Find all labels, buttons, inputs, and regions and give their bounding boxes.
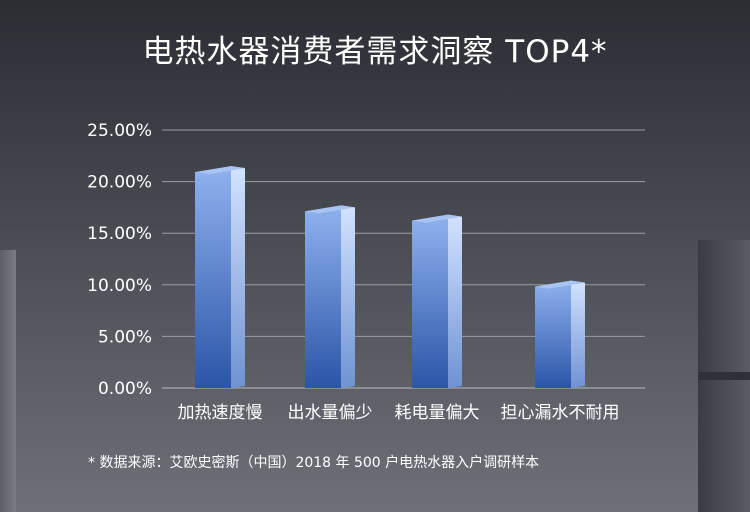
bar [305,205,355,388]
bar [535,280,585,388]
bar-top-face [305,205,355,214]
bar-front-face [305,205,341,388]
y-tick-label: 25.00% [87,121,152,141]
y-tick-label: 5.00% [98,327,152,347]
y-tick-label: 0.00% [98,379,152,399]
bar-top-face [535,280,585,289]
bar-front-face [195,166,231,388]
x-category-label: 出水量偏少 [288,403,373,423]
x-category-label: 加热速度慢 [178,402,263,423]
bar-side-face [448,214,462,388]
x-category-label: 担心漏水不耐用 [501,403,620,423]
bar-top-face [412,214,462,223]
y-tick-label: 15.00% [87,224,152,244]
bar-side-face [231,166,245,388]
y-tick-label: 20.00% [87,173,152,193]
bar [195,166,245,388]
x-category-label: 耗电量偏大 [395,403,480,423]
data-source-footnote: * 数据来源：艾欧史密斯（中国）2018 年 500 户电热水器入户调研样本 [88,455,540,471]
bar-front-face [535,280,571,388]
background-panel-left [0,250,16,512]
chart-title: 电热水器消费者需求洞察 TOP4* [142,34,608,70]
bar-side-face [341,205,355,388]
y-tick-label: 10.00% [87,276,152,296]
background-panel-divider [698,372,750,380]
bar-side-face [571,280,585,388]
bar-top-face [195,166,245,175]
bar [412,214,462,388]
bar-front-face [412,214,448,388]
